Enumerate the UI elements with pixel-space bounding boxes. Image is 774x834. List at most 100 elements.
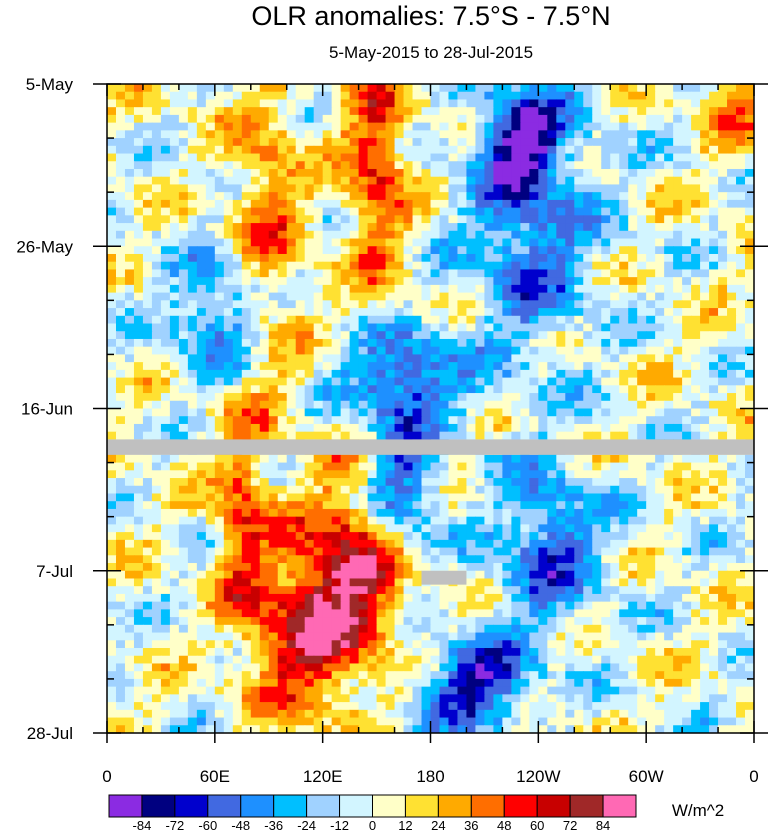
heat-cell	[583, 261, 593, 271]
heat-cell	[196, 284, 207, 294]
heat-cell	[331, 308, 342, 317]
heat-cell	[376, 346, 387, 356]
heat-cell	[403, 230, 414, 240]
heat-cell	[691, 331, 701, 340]
heat-cell	[628, 454, 638, 464]
heat-cell	[259, 168, 270, 178]
heat-cell	[601, 168, 611, 178]
heat-cell	[718, 253, 728, 263]
heat-cell	[538, 207, 548, 216]
heat-cell	[655, 354, 665, 363]
heat-cell	[412, 253, 423, 263]
heat-cell	[367, 369, 378, 379]
heat-cell	[241, 269, 252, 278]
heat-cell	[277, 308, 288, 317]
heat-cell	[574, 176, 584, 186]
heat-cell	[115, 168, 126, 178]
heat-cell	[376, 168, 387, 178]
heat-cell	[142, 578, 153, 587]
heat-cell	[709, 593, 719, 603]
heat-cell	[565, 369, 575, 379]
heat-cell	[538, 516, 548, 525]
heat-cell	[475, 408, 486, 417]
heat-cell	[286, 145, 297, 155]
heat-cell	[295, 138, 306, 147]
heat-cell	[367, 385, 378, 394]
heat-cell	[475, 215, 486, 224]
heat-cell	[592, 253, 602, 263]
heat-cell	[412, 315, 423, 325]
heat-cell	[664, 84, 674, 93]
heat-cell	[520, 478, 530, 487]
heat-cell	[133, 563, 144, 572]
heat-cell	[646, 176, 656, 186]
heat-cell	[403, 176, 414, 186]
heat-cell	[358, 385, 369, 394]
heat-cell	[556, 277, 566, 286]
heat-cell	[115, 323, 126, 332]
heat-cell	[412, 516, 423, 525]
heat-cell	[619, 284, 629, 294]
heat-cell	[583, 462, 593, 471]
heat-cell	[493, 563, 503, 572]
heat-cell	[160, 508, 171, 518]
heat-cell	[142, 586, 153, 595]
heat-cell	[277, 91, 288, 101]
heat-cell	[484, 331, 495, 340]
heat-cell	[412, 400, 423, 410]
heat-cell	[385, 369, 396, 379]
heat-cell	[259, 578, 270, 587]
heat-cell	[376, 539, 387, 549]
heat-cell	[115, 501, 126, 510]
heat-cell	[520, 261, 530, 271]
heat-cell	[421, 346, 432, 356]
heat-cell	[664, 161, 674, 170]
heat-cell	[601, 501, 611, 510]
heat-cell	[502, 122, 512, 131]
heat-cell	[160, 153, 171, 162]
heat-cell	[439, 524, 450, 533]
heat-cell	[682, 199, 692, 209]
heat-cell	[718, 122, 728, 131]
heat-cell	[574, 478, 584, 487]
heat-cell	[178, 586, 189, 595]
heat-cell	[556, 130, 566, 139]
heat-cell	[340, 423, 351, 433]
heat-cell	[385, 346, 396, 356]
heat-cell	[268, 593, 279, 603]
heat-cell	[196, 246, 207, 255]
heat-cell	[646, 400, 656, 410]
heat-cell	[457, 470, 468, 479]
heat-cell	[358, 454, 369, 464]
heat-cell	[322, 516, 333, 525]
heat-cell	[430, 207, 441, 216]
heat-cell	[700, 269, 710, 278]
heat-cell	[736, 130, 746, 139]
heat-cell	[601, 369, 611, 379]
heat-cell	[520, 269, 530, 278]
heat-cell	[124, 377, 135, 386]
heat-cell	[592, 524, 602, 533]
heat-cell	[223, 138, 234, 147]
heat-cell	[475, 269, 486, 278]
heat-cell	[421, 207, 432, 216]
heat-cell	[205, 246, 216, 255]
heat-cell	[385, 300, 396, 309]
heat-cell	[107, 362, 117, 371]
heat-cell	[232, 338, 243, 348]
heat-cell	[637, 176, 647, 186]
heat-cell	[232, 462, 243, 471]
heat-cell	[691, 168, 701, 178]
heat-cell	[457, 284, 468, 294]
heat-cell	[583, 400, 593, 410]
heat-cell	[385, 377, 396, 386]
heat-cell	[331, 292, 342, 301]
heat-cell	[574, 308, 584, 317]
heat-cell	[601, 493, 611, 502]
heat-cell	[448, 431, 459, 441]
heat-cell	[196, 547, 207, 556]
heat-cell	[619, 199, 629, 209]
heat-cell	[169, 393, 180, 402]
heat-cell	[169, 609, 180, 618]
heat-cell	[340, 617, 351, 626]
